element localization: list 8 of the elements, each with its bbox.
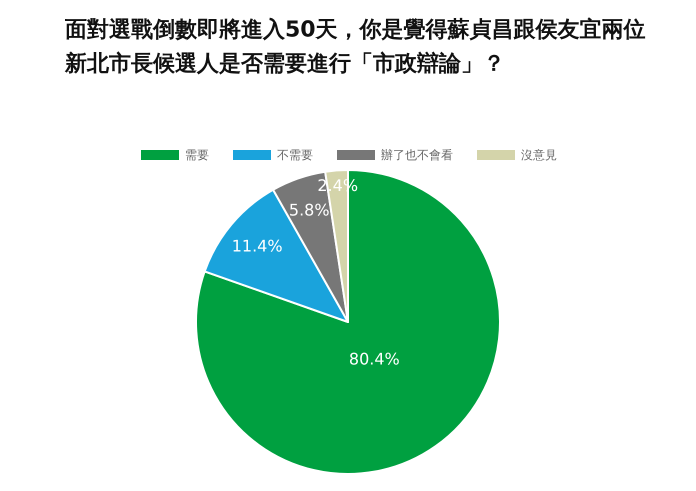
legend-label: 需要 [185, 148, 209, 162]
data-label: 5.8% [288, 200, 330, 220]
legend-label: 沒意見 [521, 148, 557, 162]
data-label: 80.4% [348, 350, 400, 369]
data-label: 11.4% [232, 236, 283, 256]
legend-label: 辦了也不會看 [381, 148, 453, 162]
legend-label: 不需要 [277, 148, 313, 162]
chart-title: 面對選戰倒數即將進入50天，你是覺得蘇貞昌跟侯友宜兩位新北市長候選人是否需要進行「市政辯論」？ [64, 16, 646, 76]
